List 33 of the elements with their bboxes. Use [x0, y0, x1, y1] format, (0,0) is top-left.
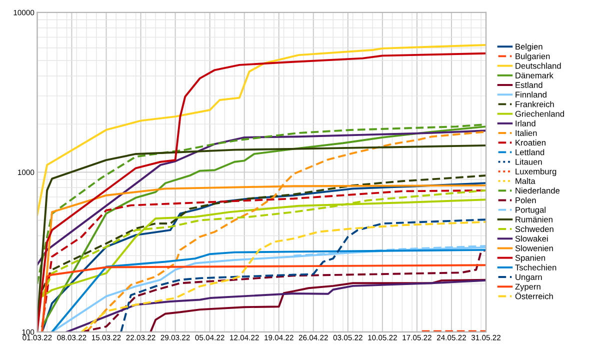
legend-label: Schweden: [515, 226, 554, 232]
legend-label: Irland: [516, 120, 536, 126]
legend-label: Rumänien: [516, 216, 552, 222]
legend-label: Zypern: [515, 284, 540, 292]
legend-label: Estland: [516, 82, 542, 88]
line-series: [37, 130, 486, 266]
legend-label: Griechenland: [515, 110, 564, 117]
line-series: [150, 278, 486, 332]
legend-label: Malta: [516, 178, 536, 184]
legend-label: Litauen: [516, 158, 542, 165]
legend-label: Frankreich: [516, 101, 554, 108]
legend-label: Bulgarien: [516, 53, 550, 61]
legend-label: Ungarn: [516, 274, 542, 282]
line-series: [66, 279, 486, 332]
legend-label: Belgien: [516, 43, 542, 52]
legend-label: Luxemburg: [516, 168, 556, 176]
legend-label: Tschechien: [515, 264, 556, 270]
legend-label: Dänemark: [516, 72, 554, 78]
legend-label: Slowenien: [515, 245, 553, 252]
line-series: [41, 264, 486, 332]
legend-label: Slowakei: [515, 236, 548, 242]
legend-label: Lettland: [516, 149, 544, 156]
legend-label: Deutschland: [516, 62, 561, 69]
line-series: [41, 174, 486, 291]
legend-label: Italien: [516, 130, 537, 136]
legend-label: Portugal: [516, 206, 546, 214]
legend-label: Finnland: [516, 91, 546, 98]
legend-label: Österreich: [515, 292, 553, 300]
legend-label: Spanien: [515, 254, 546, 262]
legend-label: Niederlande: [516, 187, 560, 194]
legend-label: Polen: [516, 197, 536, 204]
line-series: [37, 44, 486, 216]
legend-label: Kroatien: [516, 139, 546, 146]
